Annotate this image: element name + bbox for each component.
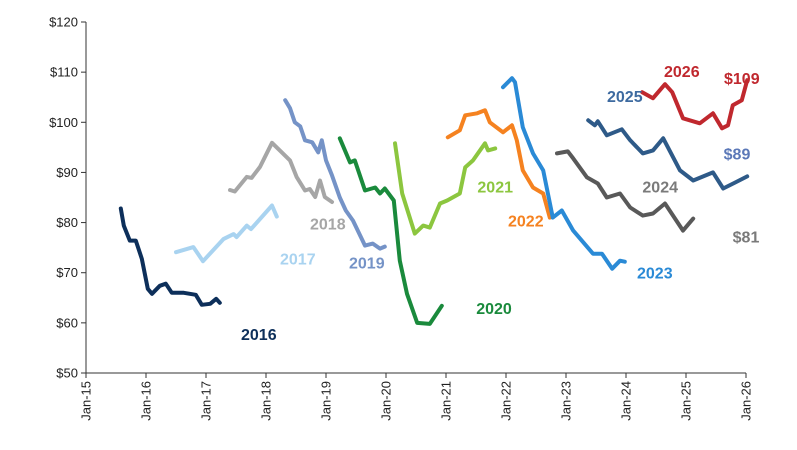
annotation-label: $109 [724,71,760,88]
x-tick-label: Jan-26 [739,381,754,421]
series-line-2019 [283,98,387,251]
series-line-2025 [586,118,750,191]
x-tick-label: Jan-18 [259,381,274,421]
y-tick-label: $60 [56,315,78,330]
y-tick-label: $70 [56,265,78,280]
series-line-2020 [337,136,444,326]
series-line-2016 [118,206,222,307]
x-tick-label: Jan-22 [499,381,514,421]
y-tick-label: $80 [56,215,78,230]
annotation-label: 2020 [476,301,512,318]
annotation-label: 2022 [508,214,544,231]
x-tick-label: Jan-21 [439,381,454,421]
annotation-label: 2019 [349,256,385,273]
series-line-2022 [445,108,552,220]
series-line-2018 [228,140,334,204]
x-tick-label: Jan-25 [679,381,694,421]
annotation-label: 2025 [607,89,643,106]
x-tick-label: Jan-17 [199,381,214,421]
annotations: 2016 2017 2018 2019 2020 2021 2022 2023 2024 2025… [241,64,760,344]
x-tick-label: Jan-24 [619,381,634,421]
y-tick-label: $90 [56,165,78,180]
annotation-label: 2023 [637,266,673,283]
x-tick-label: Jan-15 [79,381,94,421]
annotation-label: 2026 [664,64,700,81]
series-line-2024 [555,149,696,233]
series-line-2023 [501,76,627,271]
x-tick-label: Jan-16 [139,381,154,421]
annotation-label: 2016 [241,327,277,344]
annotation-label: 2017 [280,252,316,269]
x-tick-label: Jan-23 [559,381,574,421]
series-line-2026 [640,78,750,131]
x-tick-label: Jan-20 [379,381,394,421]
series-line-2021 [393,141,498,236]
axes: $50 $60 $70 $80 $90 $100 $110 $120 Jan-15 Jan-16 J… [49,15,753,421]
x-tick-label: Jan-19 [319,381,334,421]
annotation-label: $81 [733,230,760,247]
series-line-2017 [174,203,279,264]
annotation-label: $89 [724,146,751,163]
y-tick-label: $100 [49,115,78,130]
y-tick-label: $110 [50,65,78,80]
annotation-label: 2018 [310,217,346,234]
y-tick-label: $120 [49,15,78,30]
y-tick-label: $50 [56,366,78,381]
series-lines [118,76,750,326]
annotation-label: 2021 [477,179,513,196]
annotation-label: 2024 [642,179,678,196]
